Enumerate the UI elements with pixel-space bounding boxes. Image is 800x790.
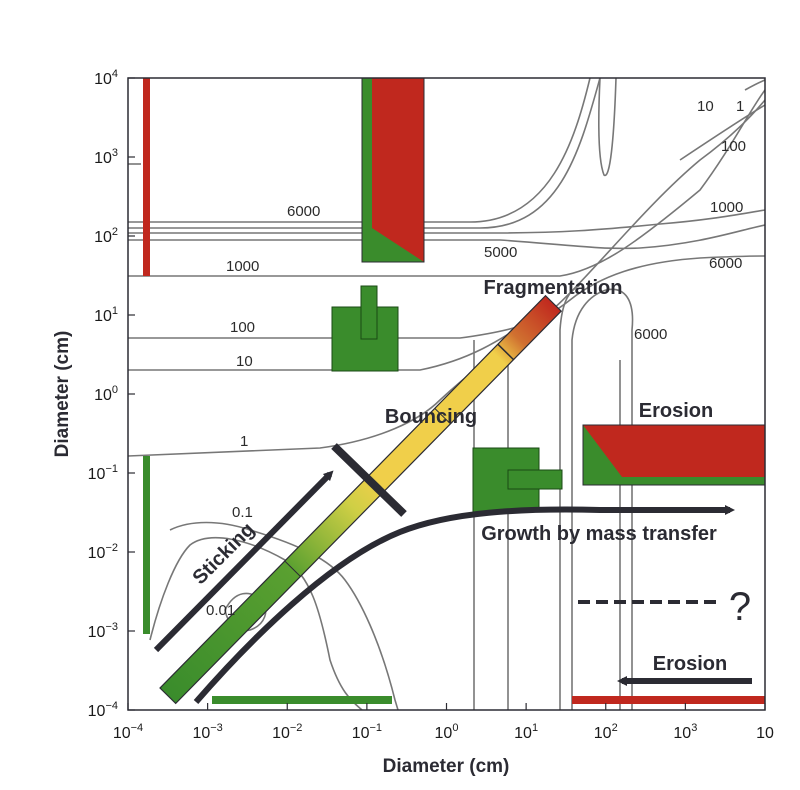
contour-line-10 (128, 319, 531, 371)
contour-line-top-loop (598, 78, 617, 177)
contour-label-0.1: 0.1 (232, 504, 253, 521)
x-tick-label: 101 (514, 722, 538, 742)
contour-line-6000-b (128, 78, 591, 223)
regions (143, 77, 766, 705)
diagonal-band-divider-2 (434, 408, 451, 425)
label-erosion-upper: Erosion (639, 400, 713, 422)
region-sticking-right-bar (507, 469, 563, 490)
label-unknown: ? (729, 585, 751, 629)
contour-line-0.1 (169, 521, 399, 710)
label-growth: Growth by mass transfer (481, 523, 717, 545)
contour-line-6000-a (128, 78, 601, 229)
y-tick-label: 104 (94, 68, 118, 88)
region-sticking-top-block (362, 78, 424, 262)
y-tick-label: 10−4 (88, 700, 118, 720)
diagonal-band (159, 294, 563, 705)
growth-arrow (193, 505, 735, 704)
region-erosion-upper-strip (583, 477, 765, 485)
contour-line-100-upper (679, 104, 765, 161)
y-tick-label: 102 (94, 226, 118, 246)
contour-line-0.1-b (149, 537, 363, 710)
x-tick-label: 10−3 (192, 722, 222, 742)
diagonal-band-divider-3 (497, 343, 515, 361)
x-tick-label: 100 (435, 722, 459, 742)
diagonal-band-divider-1 (284, 560, 301, 577)
contour-line-6000-right (571, 288, 634, 710)
contour-lines (128, 78, 765, 710)
contour-label-100: 100 (230, 319, 255, 336)
contour-label-6000-lower: 6000 (634, 326, 667, 343)
contour-line-top-right (744, 79, 765, 91)
contour-label-1: 1 (240, 433, 248, 450)
region-sticking-mid-bar (360, 285, 378, 340)
y-tick-label: 10−2 (88, 542, 118, 562)
contour-label-10: 10 (236, 353, 253, 370)
y-axis-ticks: 10−4 10−3 10−2 10−1 100 101 102 103 104 (88, 68, 135, 720)
contour-line-100 (128, 255, 765, 339)
region-erosion-upper-green (583, 425, 628, 485)
contour-line-1000-upper (128, 89, 765, 277)
contour-label-1000: 1000 (226, 258, 259, 275)
contour-label-6000-right: 6000 (709, 255, 742, 272)
x-axis-title: Diameter (cm) (383, 756, 510, 777)
x-tick-label: 10−1 (352, 722, 382, 742)
bouncing-barrier (331, 443, 407, 517)
x-axis-ticks: 10−4 10−3 10−2 10−1 100 101 102 103 10 (113, 703, 774, 742)
y-tick-label: 10−3 (88, 621, 118, 641)
sticking-arrow (153, 470, 334, 653)
contour-label-10-right: 10 (697, 98, 714, 115)
x-tick-label: 10−2 (272, 722, 302, 742)
contour-line-5000-b (128, 209, 765, 234)
annotations (153, 443, 752, 704)
region-sticking-bottom-bar (212, 696, 392, 704)
contour-line-5000 (128, 224, 765, 250)
x-tick-label: 10−4 (113, 722, 143, 742)
x-tick-label: 10 (756, 725, 774, 742)
x-tick-label: 102 (594, 722, 618, 742)
contour-label-1000-right: 1000 (710, 199, 743, 216)
diagonal-band-gradient (159, 294, 563, 705)
y-tick-label: 100 (94, 384, 118, 404)
y-tick-label: 101 (94, 305, 118, 325)
region-erosion-bottom-bar (572, 696, 765, 704)
region-sticking-left-bar (143, 456, 150, 634)
contour-label-5000: 5000 (484, 244, 517, 261)
y-axis-title: Diameter (cm) (52, 331, 73, 458)
contour-line-5000-right (559, 284, 581, 710)
region-fragmentation-left-bar (143, 78, 150, 276)
x-tick-label: 103 (673, 722, 697, 742)
contour-label-100-right: 100 (721, 138, 746, 155)
y-tick-label: 10−1 (88, 463, 118, 483)
y-tick-label: 103 (94, 147, 118, 167)
contour-label-0.01: 0.01 (206, 602, 235, 619)
label-erosion-lower: Erosion (653, 653, 727, 675)
label-bouncing: Bouncing (385, 406, 477, 428)
contour-label-6000-top: 6000 (287, 203, 320, 220)
label-fragmentation: Fragmentation (484, 277, 623, 299)
contour-label-1-right: 1 (736, 98, 744, 115)
